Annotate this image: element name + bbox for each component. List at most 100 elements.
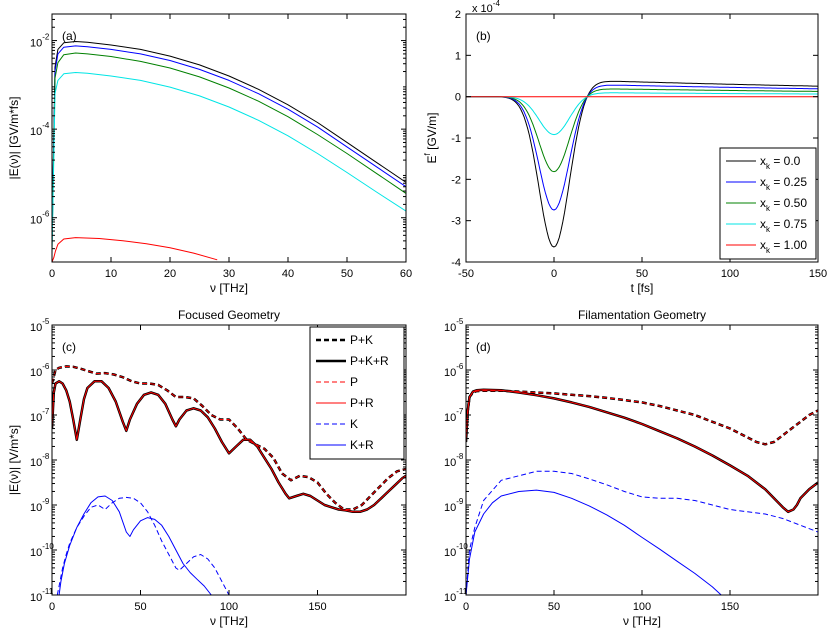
legend-label-sub: k: [766, 183, 771, 192]
x-tick-label: 40: [282, 268, 294, 280]
tick-base: 10: [30, 502, 42, 514]
series-line: [466, 88, 818, 173]
y-tick-label: 0: [455, 92, 461, 104]
x-tick-label: 20: [164, 268, 176, 280]
multiplier-exponent: -4: [493, 0, 501, 8]
legend-label: xk = 1.00: [760, 238, 807, 255]
y-tick-label: 10-11: [30, 587, 54, 604]
y-axis-label: Ef [GV/m]: [423, 113, 439, 164]
legend-label: P+R: [350, 396, 374, 410]
series-line: [466, 92, 818, 136]
tick-base: 10: [444, 502, 456, 514]
panel-b: -50 0 50 100 150 -4 -3 -2 -1 0 1 2 (b) t [fs] Ef [GV/m…: [423, 0, 827, 295]
series-line: [466, 470, 818, 595]
legend-label-base: x: [760, 217, 766, 231]
x-tick-label: 50: [134, 601, 146, 613]
tick-base: 10: [30, 215, 42, 227]
panel-label: (a): [62, 29, 77, 43]
x-axis-label: ν [THz]: [210, 281, 248, 295]
y-tick-label: 10-6: [30, 210, 50, 227]
panel-label: (b): [476, 29, 491, 43]
series-group: [52, 365, 406, 595]
tick-exponent: -4: [42, 121, 50, 130]
x-tick-label: 30: [223, 268, 235, 280]
x-tick-label: 150: [308, 601, 326, 613]
tick-base: 10: [30, 38, 42, 50]
x-tick-label: 0: [49, 601, 55, 613]
y-tick-label: 10-5: [444, 317, 464, 334]
x-axis-label: t [fs]: [631, 281, 654, 295]
panel-c: 0 50 100 15010-1110-1010-910-810-710-610-5(…: [7, 308, 407, 628]
tick-base: 10: [30, 367, 42, 379]
legend-label-rest: = 0.0: [770, 154, 801, 168]
tick-base: 10: [30, 126, 42, 138]
y-tick-label: 10-7: [30, 407, 50, 424]
legend-label-base: x: [760, 196, 766, 210]
tick-exponent: -7: [42, 407, 50, 416]
tick-exponent: -10: [456, 542, 468, 551]
y-tick-label: 10-6: [30, 362, 50, 379]
series-group: [466, 388, 818, 595]
y-tick-label: -3: [451, 216, 461, 228]
legend-box: [309, 326, 405, 460]
panel-label: (d): [476, 340, 491, 354]
y-tick-label: 10-9: [444, 497, 464, 514]
series-line: [52, 237, 218, 262]
tick-base: 10: [30, 412, 42, 424]
tick-exponent: -11: [42, 587, 54, 596]
y-label-base: E: [425, 155, 439, 163]
x-tick-label: 60: [400, 268, 412, 280]
tick-base: 10: [444, 412, 456, 424]
series-line: [52, 72, 406, 254]
legend-label: P: [350, 375, 358, 389]
legend-label: xk = 0.25: [760, 175, 807, 192]
y-tick-label: 10-11: [444, 587, 468, 604]
y-label-base: |E(ν)| [V/m*s]: [7, 425, 21, 495]
series-line: [52, 365, 406, 510]
series-line: [466, 390, 818, 445]
x-tick-label: 100: [633, 601, 651, 613]
series-line: [52, 45, 406, 245]
legend-label: xk = 0.0: [760, 154, 801, 171]
multiplier-base: x 10: [472, 3, 493, 15]
y-label-base: |E(ν)| [GV/m*fs]: [7, 97, 21, 180]
series-group: [52, 41, 406, 262]
panel-label: (c): [62, 340, 76, 354]
x-axis-label: ν [THz]: [210, 614, 248, 628]
series-line: [58, 495, 212, 595]
tick-base: 10: [444, 322, 456, 334]
x-tick-label: 150: [809, 268, 827, 280]
legend-label-sub: k: [766, 246, 771, 255]
tick-exponent: -6: [456, 362, 464, 371]
tick-exponent: -2: [42, 33, 50, 42]
series-line: [52, 52, 406, 249]
series-line: [466, 80, 818, 248]
legend-label-rest: = 0.25: [770, 175, 807, 189]
tick-base: 10: [444, 457, 456, 469]
x-tick-label: 50: [636, 268, 648, 280]
tick-exponent: -8: [456, 452, 464, 461]
y-axis-label: |E(ν)| [GV/m*fs]: [7, 97, 21, 180]
x-tick-label: 100: [220, 601, 238, 613]
tick-exponent: -11: [456, 587, 468, 596]
y-tick-label: 10-7: [444, 407, 464, 424]
y-tick-label: 10-6: [444, 362, 464, 379]
y-axis-label: |E(ν)| [V/m*s]: [7, 425, 21, 495]
legend-label: K: [350, 417, 358, 431]
axis-multiplier: x 10-4: [472, 0, 500, 15]
tick-base: 10: [444, 592, 456, 604]
y-tick-label: 2: [455, 9, 461, 21]
tick-base: 10: [30, 547, 42, 559]
x-tick-label: 0: [49, 268, 55, 280]
y-tick-label: 10-10: [444, 542, 468, 559]
series-line: [52, 380, 406, 513]
y-tick-label: 10-9: [30, 497, 50, 514]
tick-exponent: -10: [42, 542, 54, 551]
y-tick-label: 1: [455, 50, 461, 62]
tick-exponent: -9: [456, 497, 464, 506]
series-group: [466, 80, 818, 248]
tick-exponent: -6: [42, 210, 50, 219]
series-line: [466, 389, 818, 513]
